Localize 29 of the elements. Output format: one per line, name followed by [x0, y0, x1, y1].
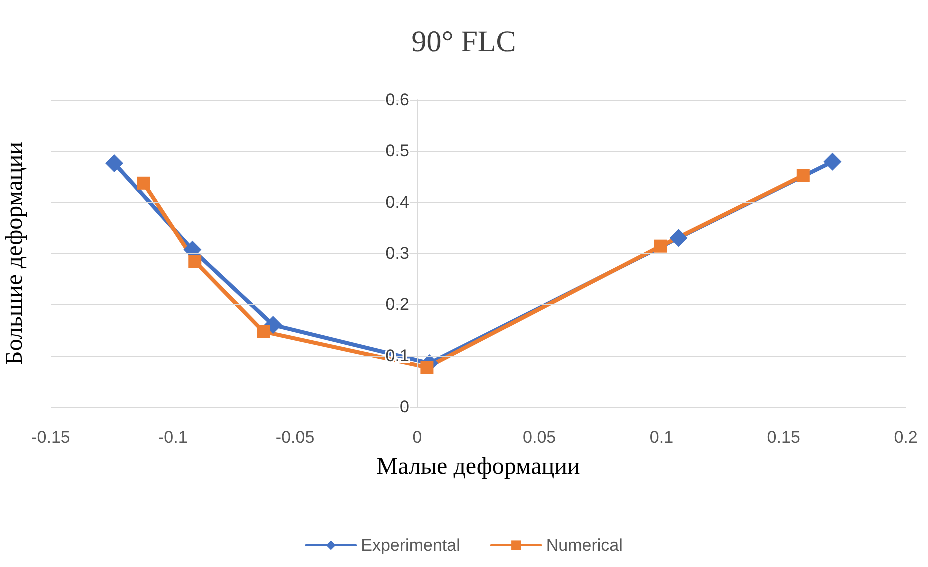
x-tick-label: -0.15 [32, 428, 70, 447]
point [796, 169, 810, 182]
y-tick-label: 0.3 [386, 244, 410, 263]
point [106, 154, 124, 172]
x-tick-label: -0.05 [276, 428, 315, 447]
point [257, 325, 270, 338]
point [824, 152, 842, 171]
point [670, 229, 688, 248]
point [654, 240, 668, 253]
legend-label: Experimental [361, 536, 460, 555]
y-axis-title: Большие деформации [2, 142, 28, 365]
y-tick-label: 0.5 [386, 142, 410, 161]
y-tick-label: 0.2 [386, 295, 410, 314]
x-axis-title: Малые деформации [376, 454, 580, 480]
x-tick-label: 0.2 [894, 428, 918, 447]
x-tick-label: 0.15 [767, 428, 800, 447]
chart-title: 90° FLC [412, 26, 516, 58]
y-tick-label: 0.6 [386, 90, 410, 110]
y-tick-label: 0 [400, 398, 410, 416]
y-tick-label: 0.4 [386, 192, 410, 212]
x-tick-label: -0.1 [158, 428, 188, 447]
point [264, 316, 282, 334]
point [188, 255, 202, 268]
x-tick-label: 0.05 [523, 428, 556, 447]
y-tick-label: 0.1 [386, 346, 410, 366]
x-tick-label: 0 [412, 428, 422, 447]
point [137, 176, 150, 190]
x-tick-label: 0.1 [650, 428, 674, 447]
legend-label: Numerical [546, 536, 623, 555]
